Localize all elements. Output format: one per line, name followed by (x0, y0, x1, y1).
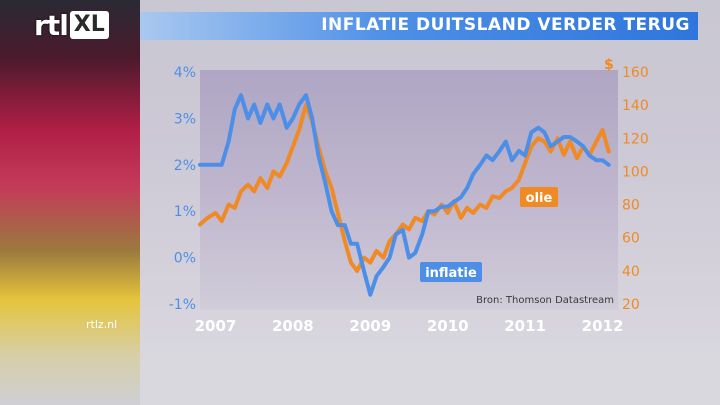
source-note: Bron: Thomson Datastream (476, 295, 614, 306)
right-tick-label: 80 (622, 198, 640, 214)
right-tick-label: 100 (622, 164, 649, 180)
title-bar: INFLATIE DUITSLAND VERDER TERUG (140, 12, 698, 40)
x-axis-ticks: 2007 2008 2009 2010 2011 2012 (195, 317, 624, 335)
right-tick-label: 60 (622, 231, 640, 247)
x-tick-label: 2007 (195, 317, 237, 335)
background-left-band (0, 0, 140, 405)
chart-panel-fade (140, 340, 720, 405)
logo-rtl-text: rtl (34, 8, 69, 42)
logo-xl-badge: XL (69, 11, 109, 39)
right-tick-label: 20 (622, 297, 640, 313)
left-tick-label: 2% (174, 158, 196, 174)
series-line-olie (198, 103, 611, 273)
right-tick-label: 160 (622, 65, 649, 81)
series-label-box (520, 187, 558, 207)
series-label-box (420, 262, 482, 282)
x-tick-label: 2010 (427, 317, 469, 335)
x-tick-label: 2009 (349, 317, 391, 335)
right-axis-unit: $ (604, 57, 614, 73)
rtl-xl-logo: rtl XL (34, 8, 109, 42)
series-layer: olie inflatie (198, 93, 611, 297)
x-tick-label: 2011 (504, 317, 546, 335)
series-label-olie: olie (520, 187, 558, 207)
series-label-text: inflatie (425, 266, 477, 281)
right-axis-ticks: 160 140 120 100 80 60 40 20 (622, 65, 649, 313)
right-tick-label: 120 (622, 131, 649, 147)
left-tick-label: 1% (174, 204, 196, 220)
chart-title: INFLATIE DUITSLAND VERDER TERUG (321, 15, 690, 35)
series-label-text: olie (526, 191, 553, 206)
x-tick-label: 2008 (272, 317, 314, 335)
left-tick-label: 0% (174, 251, 196, 267)
x-tick-label: 2012 (582, 317, 624, 335)
site-url: rtlz.nl (86, 318, 118, 331)
right-tick-label: 40 (622, 264, 640, 280)
series-line-inflatie (198, 93, 611, 297)
series-label-inflatie: inflatie (420, 262, 482, 282)
left-axis-ticks: 4% 3% 2% 1% 0% -1% (169, 65, 196, 313)
left-tick-label: -1% (169, 297, 196, 313)
right-tick-label: 140 (622, 98, 649, 114)
left-tick-label: 4% (174, 65, 196, 81)
left-tick-label: 3% (174, 111, 196, 127)
